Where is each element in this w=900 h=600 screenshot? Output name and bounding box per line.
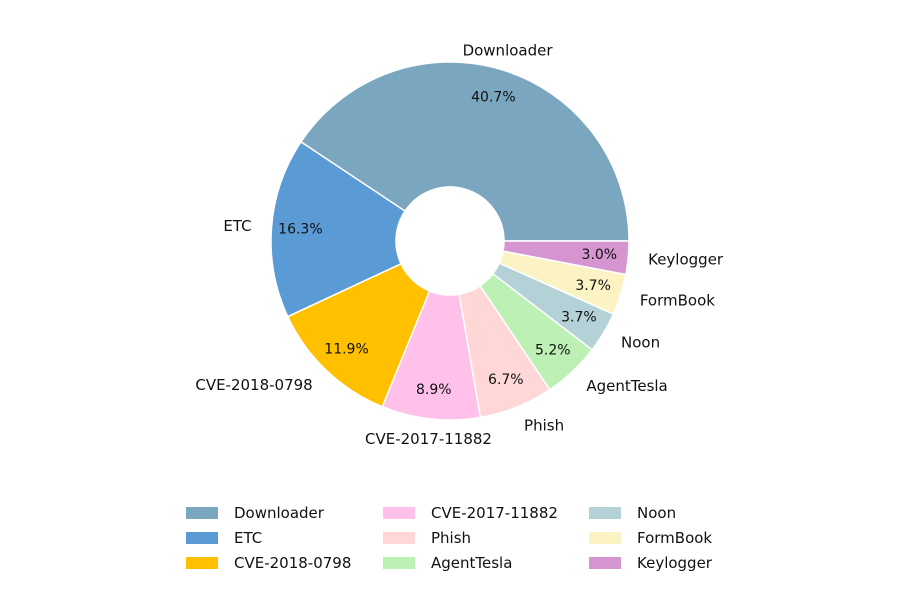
slice-label: Phish xyxy=(524,417,564,435)
legend-swatch xyxy=(383,556,415,569)
legend-label: ETC xyxy=(234,528,263,547)
slice-label: Downloader xyxy=(463,42,554,60)
slice-keylogger xyxy=(502,240,630,276)
legend-swatch xyxy=(383,531,415,544)
slice-label: Noon xyxy=(621,334,660,352)
legend-swatch xyxy=(383,506,415,519)
pct-label: 5.2% xyxy=(535,342,571,358)
slice-label: ETC xyxy=(223,217,251,235)
slice-cve-2018-0798 xyxy=(286,262,431,408)
slice-label: Keylogger xyxy=(648,251,724,269)
pct-label: 3.7% xyxy=(561,310,597,326)
slice-etc xyxy=(270,140,407,318)
legend-item: Keylogger xyxy=(589,550,712,575)
legend-column: Noon FormBook Keylogger xyxy=(589,500,712,575)
slice-label: CVE-2017-11882 xyxy=(365,430,492,448)
legend-item: Noon xyxy=(589,500,712,525)
legend-label: Phish xyxy=(431,528,472,547)
legend-item: Phish xyxy=(383,525,558,550)
legend-item: CVE-2018-0798 xyxy=(186,550,351,575)
legend-swatch xyxy=(186,531,218,544)
legend-item: CVE-2017-11882 xyxy=(383,500,558,525)
slice-label: AgentTesla xyxy=(586,377,667,395)
legend-item: FormBook xyxy=(589,525,712,550)
pct-label: 8.9% xyxy=(416,382,452,398)
legend-swatch xyxy=(186,556,218,569)
legend-swatch xyxy=(589,531,621,544)
legend-column: CVE-2017-11882 Phish AgentTesla xyxy=(383,500,558,575)
legend-label: Downloader xyxy=(234,503,324,522)
legend: Downloader ETC CVE-2018-0798 CVE-2017-1188… xyxy=(186,500,746,575)
pct-label: 16.3% xyxy=(278,222,322,238)
slice-label: CVE-2018-0798 xyxy=(195,376,312,394)
legend-swatch xyxy=(589,506,621,519)
pct-label: 3.0% xyxy=(582,247,618,263)
legend-item: ETC xyxy=(186,525,351,550)
legend-column: Downloader ETC CVE-2018-0798 xyxy=(186,500,351,575)
legend-swatch xyxy=(186,506,218,519)
legend-label: AgentTesla xyxy=(431,553,513,572)
pct-label: 11.9% xyxy=(324,342,368,358)
legend-label: CVE-2017-11882 xyxy=(431,503,558,522)
pct-label: 40.7% xyxy=(471,89,515,105)
legend-label: Keylogger xyxy=(637,553,712,572)
slice-label: FormBook xyxy=(640,292,715,310)
pct-label: 6.7% xyxy=(488,372,524,388)
legend-label: Noon xyxy=(637,503,677,522)
legend-label: CVE-2018-0798 xyxy=(234,553,352,572)
pct-label: 3.7% xyxy=(575,278,611,294)
legend-item: Downloader xyxy=(186,500,351,525)
legend-label: FormBook xyxy=(637,528,713,547)
legend-swatch xyxy=(589,556,621,569)
legend-item: AgentTesla xyxy=(383,550,558,575)
